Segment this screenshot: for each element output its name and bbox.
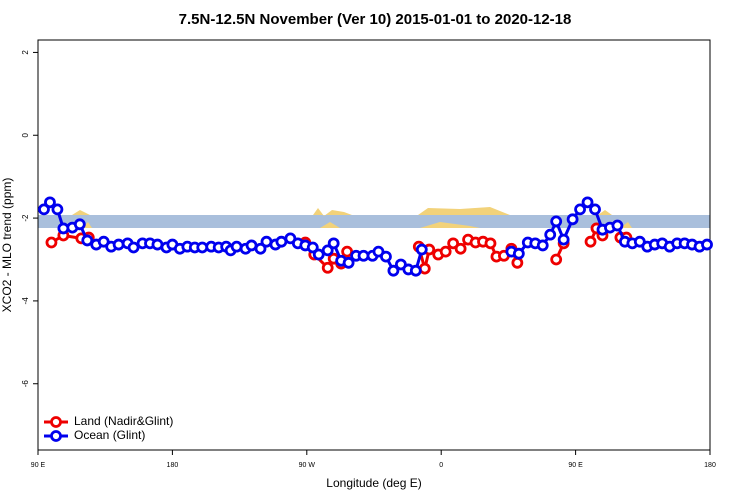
y-tick-label: -2 bbox=[21, 214, 30, 222]
point bbox=[409, 264, 422, 277]
point bbox=[415, 243, 428, 256]
point bbox=[112, 238, 125, 251]
point bbox=[38, 203, 50, 216]
x-tick-label: 90 E bbox=[31, 462, 46, 469]
point bbox=[418, 262, 431, 275]
land-mask bbox=[72, 207, 632, 228]
point bbox=[557, 233, 570, 246]
point bbox=[512, 247, 525, 260]
point bbox=[611, 219, 624, 232]
point bbox=[254, 242, 267, 255]
y-tick-label: 2 bbox=[21, 50, 30, 55]
point bbox=[306, 241, 319, 254]
point bbox=[574, 203, 586, 216]
x-axis-label: Longitude (deg E) bbox=[326, 476, 421, 490]
point bbox=[45, 236, 58, 249]
point bbox=[544, 228, 557, 241]
point bbox=[454, 242, 467, 255]
y-tick-label: -6 bbox=[21, 380, 30, 388]
point bbox=[550, 215, 563, 228]
point bbox=[321, 261, 334, 274]
x-tick-label: 180 bbox=[167, 462, 179, 469]
point bbox=[327, 237, 340, 250]
chart-title: 7.5N-12.5N November (Ver 10) 2015-01-01 … bbox=[179, 11, 572, 28]
point bbox=[312, 248, 325, 261]
legend-label: Ocean (Glint) bbox=[74, 428, 145, 442]
legend-marker bbox=[50, 416, 62, 428]
map-strip bbox=[38, 215, 710, 228]
point bbox=[484, 237, 497, 250]
x-tick-label: 0 bbox=[439, 462, 443, 469]
point bbox=[341, 245, 354, 258]
point bbox=[387, 264, 400, 277]
point bbox=[230, 240, 243, 253]
point bbox=[536, 239, 549, 252]
point bbox=[447, 237, 460, 250]
y-axis-label: XCO2 - MLO trend (ppm) bbox=[0, 178, 14, 313]
x-tick-label: 90 E bbox=[568, 462, 583, 469]
point bbox=[584, 235, 597, 248]
x-tick-label: 180 bbox=[704, 462, 716, 469]
point bbox=[44, 196, 56, 209]
point bbox=[439, 245, 452, 258]
point bbox=[73, 218, 86, 231]
point bbox=[342, 256, 355, 269]
point bbox=[321, 244, 334, 257]
legend-marker bbox=[50, 430, 62, 442]
point bbox=[581, 196, 594, 209]
x-tick-label: 90 W bbox=[299, 462, 316, 469]
point bbox=[511, 256, 524, 269]
point bbox=[81, 234, 94, 247]
point bbox=[51, 203, 64, 216]
point bbox=[566, 213, 579, 226]
point bbox=[550, 253, 563, 266]
y-tick-label: 0 bbox=[21, 132, 30, 137]
point bbox=[589, 203, 601, 216]
legend-label: Land (Nadir&Glint) bbox=[74, 414, 173, 428]
point bbox=[127, 241, 140, 254]
y-tick-label: -4 bbox=[21, 297, 30, 305]
point bbox=[380, 250, 392, 263]
point bbox=[701, 238, 713, 251]
